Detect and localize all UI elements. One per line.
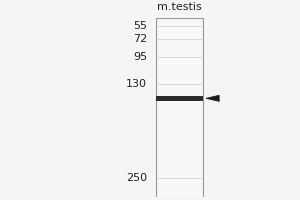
Bar [156,18,203,197]
Text: 250: 250 [126,173,147,183]
Text: 130: 130 [126,79,147,89]
Text: 55: 55 [133,21,147,31]
Polygon shape [206,95,219,101]
Text: m.testis: m.testis [157,2,202,12]
Bar [156,96,203,101]
Text: 72: 72 [133,34,147,44]
Text: 95: 95 [133,52,147,62]
